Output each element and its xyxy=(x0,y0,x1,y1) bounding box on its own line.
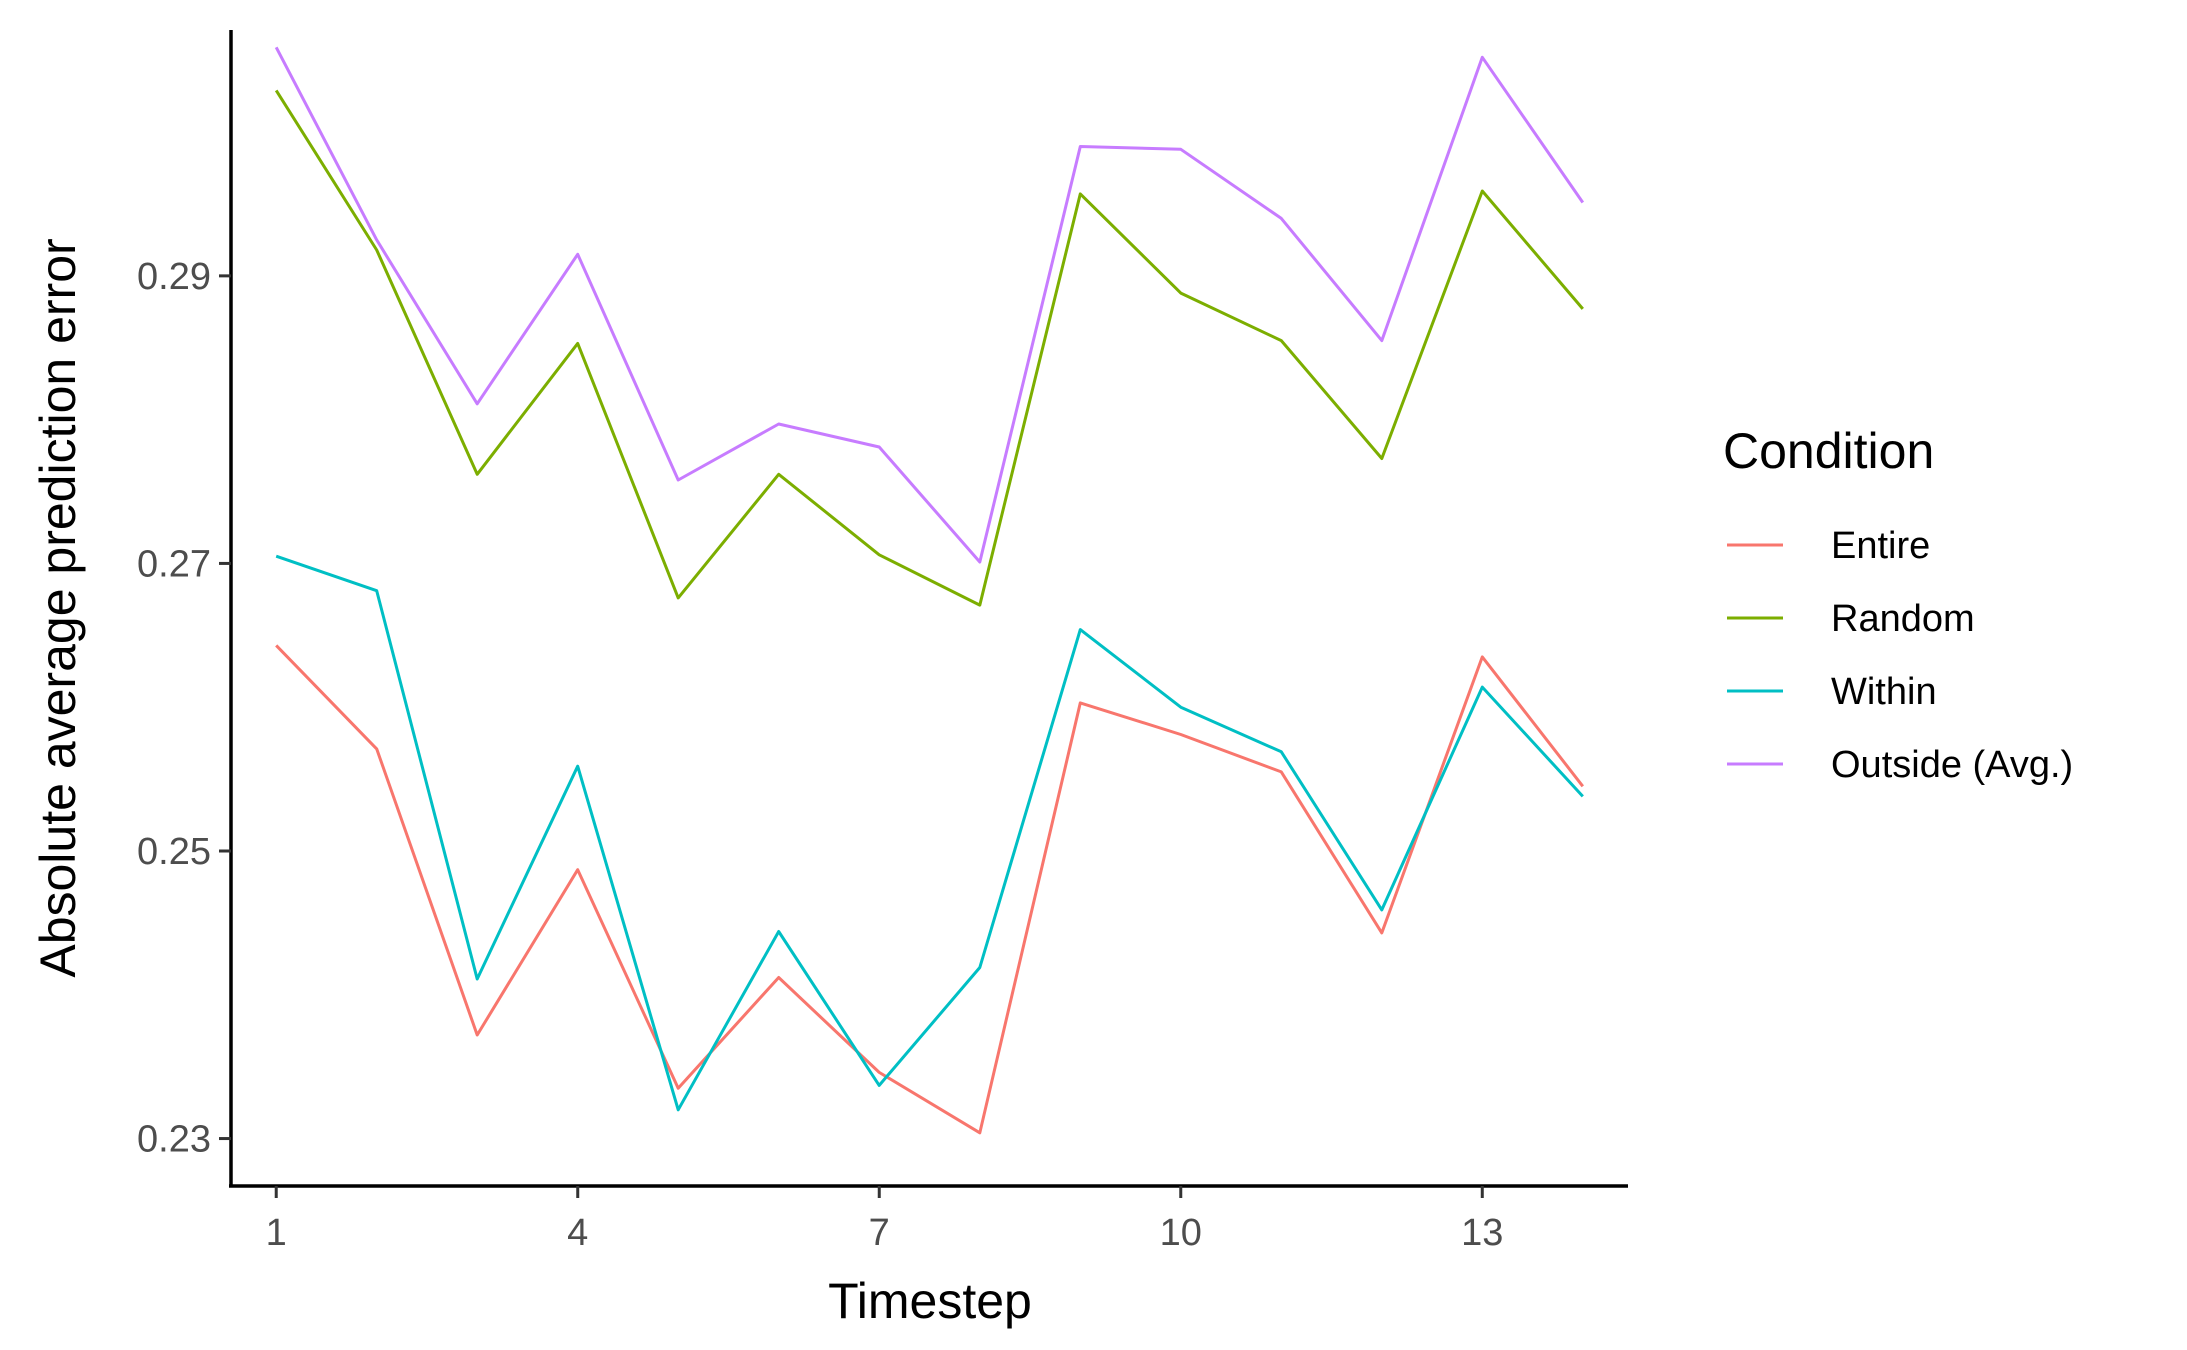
series-line-outside-avg xyxy=(274,46,1585,564)
y-axis-title: Absolute average prediction error xyxy=(30,238,86,977)
legend-label-random: Random xyxy=(1831,598,1975,640)
axes-layer xyxy=(229,30,1628,1188)
legend-label-entire: Entire xyxy=(1831,525,1930,567)
y-tick-label: 0.29 xyxy=(137,256,211,298)
series-line-within xyxy=(275,554,1584,1112)
legend-item-random: Random xyxy=(1727,598,1975,640)
ticks-layer: 1 4 7 10 13 0.23 0.25 0.27 0.29 xyxy=(137,256,1503,1254)
y-tick-label: 0.25 xyxy=(137,831,211,873)
x-tick-label: 13 xyxy=(1461,1212,1503,1254)
series-layer xyxy=(274,46,1585,1135)
legend-title: Condition xyxy=(1723,423,1934,479)
series-line-random xyxy=(274,89,1584,607)
legend-item-entire: Entire xyxy=(1727,525,1930,567)
x-tick-label: 1 xyxy=(266,1212,287,1254)
legend: Condition Entire Random Within Outside (Avg… xyxy=(1723,423,2073,786)
legend-items: Entire Random Within Outside (Avg.) xyxy=(1727,525,2073,786)
x-tick-label: 7 xyxy=(869,1212,890,1254)
x-tick-label: 10 xyxy=(1160,1212,1202,1254)
y-tick-label: 0.23 xyxy=(137,1119,211,1161)
x-tick-label: 4 xyxy=(567,1212,588,1254)
legend-item-within: Within xyxy=(1727,671,1937,713)
x-axis-title: Timestep xyxy=(828,1273,1032,1329)
y-tick-label: 0.27 xyxy=(137,543,211,585)
legend-item-outside-avg: Outside (Avg.) xyxy=(1727,744,2073,786)
legend-label-outside-avg: Outside (Avg.) xyxy=(1831,744,2073,786)
legend-label-within: Within xyxy=(1831,671,1937,713)
series-line-entire xyxy=(275,644,1584,1135)
